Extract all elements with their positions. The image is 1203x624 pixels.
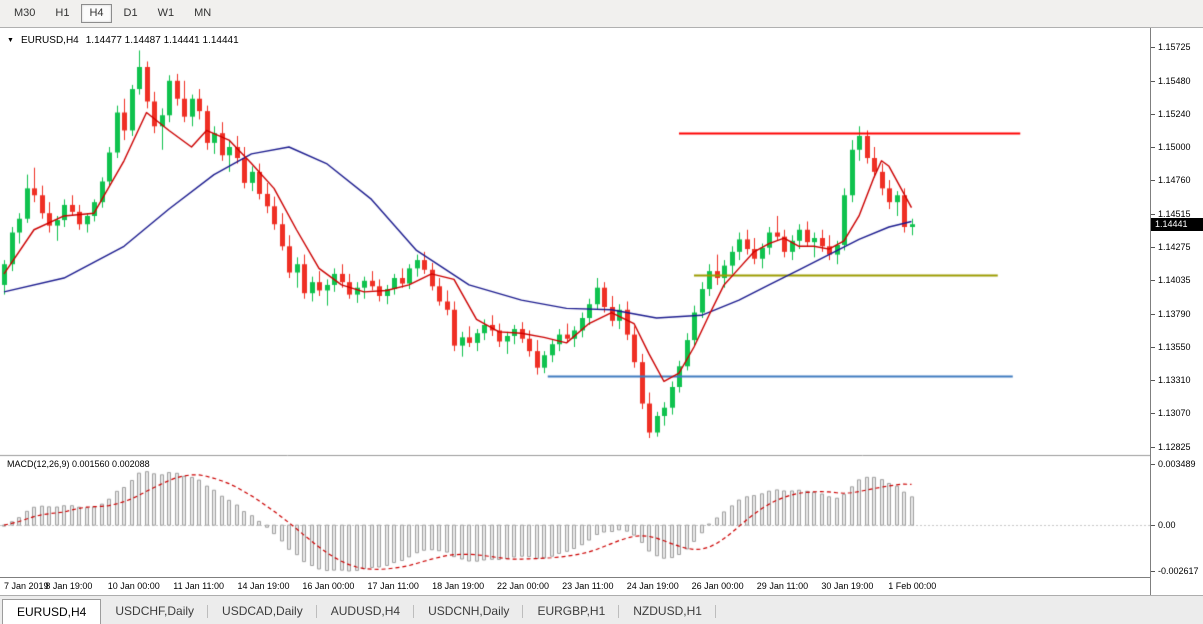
chart-tab-usdcad[interactable]: USDCAD,Daily: [208, 599, 317, 624]
time-axis[interactable]: 7 Jan 2019 8 Jan 19:00 10 Jan 00:00 11 Jan …: [0, 577, 1150, 595]
chart-tab-nzdusd[interactable]: NZDUSD,H1: [619, 599, 716, 624]
price-tick: 1.14035: [1151, 275, 1191, 286]
timeframe-button-h4[interactable]: H4: [81, 4, 112, 23]
price-tick: 1.15000: [1151, 142, 1191, 152]
price-scale[interactable]: 1.15725 1.15480 1.15240 1.15000 1.14760 1.145…: [1150, 28, 1203, 595]
current-price-badge: 1.14441: [1151, 218, 1203, 232]
time-tick: 14 Jan 19:00: [237, 581, 290, 591]
chart-tabbar: EURUSD,H4 USDCHF,Daily USDCAD,Daily AUDUSD,…: [0, 595, 1203, 624]
chart-tab-usdcnh[interactable]: USDCNH,Daily: [414, 599, 524, 624]
time-tick: 1 Feb 00:00: [888, 581, 937, 591]
chart-tab-eurgbp[interactable]: EURGBP,H1: [523, 599, 620, 624]
time-tick: 24 Jan 19:00: [626, 581, 679, 591]
macd-tick: -0.002617: [1151, 566, 1199, 576]
price-tick: 1.14760: [1151, 175, 1191, 186]
timeframe-button-m30[interactable]: M30: [6, 4, 43, 23]
time-tick: 29 Jan 11:00: [756, 581, 809, 591]
price-tick: 1.13070: [1151, 408, 1191, 419]
price-tick: 1.13310: [1151, 375, 1191, 386]
chart-area[interactable]: ▼ EURUSD,H4 1.14477 1.14487 1.14441 1.14…: [0, 28, 1203, 595]
chart-tab-eurusd[interactable]: EURUSD,H4: [2, 599, 102, 624]
symbol-dropdown-icon[interactable]: ▼: [7, 37, 14, 44]
time-tick: 8 Jan 19:00: [45, 581, 93, 591]
time-tick: 17 Jan 11:00: [367, 581, 419, 591]
price-tick: 1.15240: [1151, 108, 1191, 119]
price-tick: 1.14275: [1151, 242, 1191, 252]
time-tick: 11 Jan 11:00: [173, 581, 224, 591]
price-tick: 1.12825: [1151, 442, 1191, 452]
time-tick: 18 Jan 19:00: [432, 581, 485, 591]
timeframe-button-h1[interactable]: H1: [47, 4, 77, 23]
price-tick: 1.15725: [1151, 42, 1191, 52]
price-tick: 1.15480: [1151, 75, 1191, 86]
timeframe-toolbar: M30 H1 H4 D1 W1 MN: [0, 0, 1203, 28]
price-tick: 1.13790: [1151, 308, 1191, 319]
chart-tab-audusd[interactable]: AUDUSD,H4: [317, 599, 415, 624]
time-tick: 10 Jan 00:00: [107, 581, 160, 591]
time-tick: 22 Jan 00:00: [496, 581, 550, 591]
chart-tab-usdchf[interactable]: USDCHF,Daily: [101, 599, 208, 624]
time-tick: 7 Jan 2019: [4, 581, 49, 591]
time-tick: 30 Jan 19:00: [821, 581, 874, 591]
time-tick: 16 Jan 00:00: [302, 581, 355, 591]
time-tick: 26 Jan 00:00: [691, 581, 744, 591]
macd-tick: 0.00: [1151, 520, 1176, 531]
price-chart-canvas[interactable]: [0, 28, 1150, 577]
timeframe-button-w1[interactable]: W1: [150, 4, 183, 23]
macd-tick: 0.003489: [1151, 459, 1196, 469]
price-tick: 1.14515: [1151, 208, 1191, 219]
price-tick: 1.13550: [1151, 342, 1191, 352]
timeframe-button-d1[interactable]: D1: [116, 4, 146, 23]
timeframe-button-mn[interactable]: MN: [186, 4, 219, 23]
time-tick: 23 Jan 11:00: [562, 581, 614, 591]
